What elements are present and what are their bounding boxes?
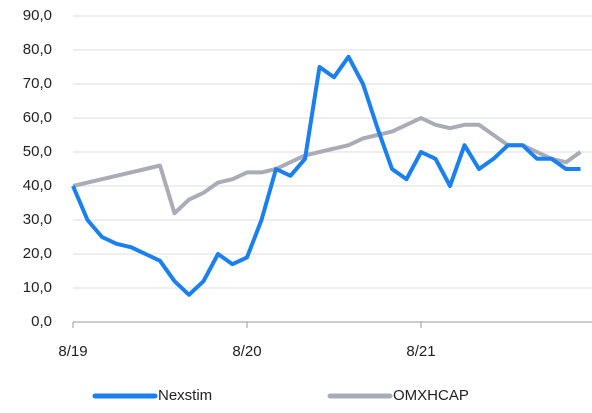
y-tick-label: 60,0: [23, 109, 52, 126]
y-tick-label: 20,0: [23, 245, 52, 262]
legend-label: OMXHCAP: [393, 387, 469, 404]
y-tick-label: 80,0: [23, 41, 52, 58]
legend-label: Nexstim: [158, 387, 212, 404]
y-tick-label: 0,0: [31, 313, 52, 330]
y-tick-label: 40,0: [23, 177, 52, 194]
y-tick-label: 70,0: [23, 75, 52, 92]
y-tick-label: 10,0: [23, 279, 52, 296]
y-tick-label: 30,0: [23, 211, 52, 228]
y-tick-label: 50,0: [23, 143, 52, 160]
y-tick-label: 90,0: [23, 7, 52, 24]
series-line: [72, 116, 582, 216]
series-line: [71, 54, 581, 297]
x-tick-label: 8/20: [232, 343, 261, 360]
x-tick-label: 8/21: [406, 343, 435, 360]
x-tick-label: 8/19: [58, 343, 87, 360]
